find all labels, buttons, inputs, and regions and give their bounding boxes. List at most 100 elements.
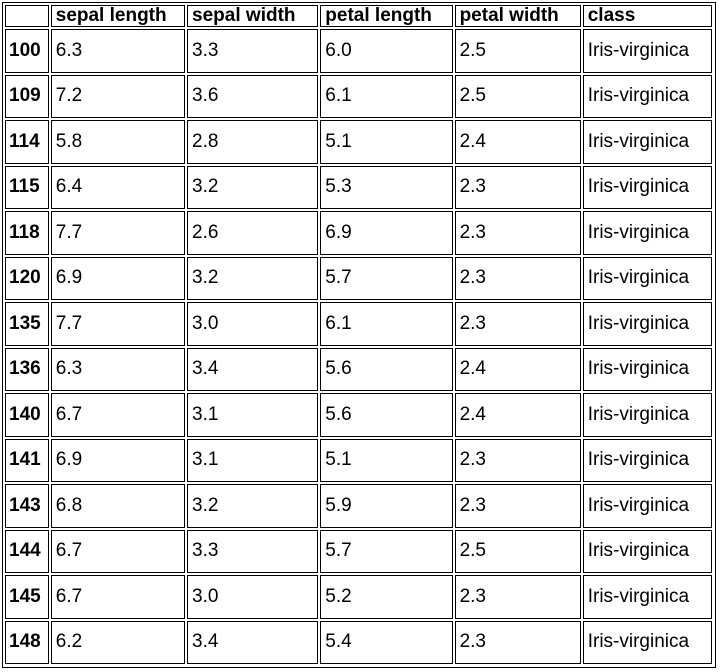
class-cell: Iris-virginica	[582, 347, 712, 391]
petal-width-cell: 2.3	[454, 620, 581, 664]
sepal-length-cell: 7.7	[50, 211, 186, 255]
petal-length-cell: 5.7	[320, 529, 453, 573]
column-header-class: class	[582, 5, 712, 27]
sepal-length-cell: 6.3	[50, 29, 186, 73]
column-header-petal-width: petal width	[454, 5, 581, 27]
sepal-width-cell: 2.6	[187, 211, 319, 255]
sepal-length-cell: 7.7	[50, 302, 186, 346]
class-cell: Iris-virginica	[582, 74, 712, 118]
petal-length-cell: 5.1	[320, 438, 453, 482]
row-index: 100	[5, 29, 49, 73]
sepal-length-cell: 6.8	[50, 484, 186, 528]
sepal-width-cell: 2.8	[187, 120, 319, 164]
table-row: 145 6.7 3.0 5.2 2.3 Iris-virginica	[5, 575, 712, 619]
table-row: 115 6.4 3.2 5.3 2.3 Iris-virginica	[5, 165, 712, 209]
petal-length-cell: 5.4	[320, 620, 453, 664]
row-index: 109	[5, 74, 49, 118]
row-index: 141	[5, 438, 49, 482]
petal-width-cell: 2.3	[454, 438, 581, 482]
class-cell: Iris-virginica	[582, 302, 712, 346]
sepal-width-cell: 3.4	[187, 620, 319, 664]
petal-length-cell: 6.1	[320, 302, 453, 346]
table-row: 136 6.3 3.4 5.6 2.4 Iris-virginica	[5, 347, 712, 391]
petal-width-cell: 2.3	[454, 256, 581, 300]
table-row: 118 7.7 2.6 6.9 2.3 Iris-virginica	[5, 211, 712, 255]
index-header	[5, 5, 49, 27]
row-index: 115	[5, 165, 49, 209]
class-cell: Iris-virginica	[582, 484, 712, 528]
petal-width-cell: 2.4	[454, 120, 581, 164]
class-cell: Iris-virginica	[582, 393, 712, 437]
sepal-length-cell: 5.8	[50, 120, 186, 164]
sepal-width-cell: 3.2	[187, 256, 319, 300]
sepal-width-cell: 3.4	[187, 347, 319, 391]
petal-width-cell: 2.3	[454, 211, 581, 255]
petal-length-cell: 6.0	[320, 29, 453, 73]
petal-length-cell: 5.6	[320, 393, 453, 437]
dataframe-table: sepal length sepal width petal length pe…	[3, 3, 714, 666]
class-cell: Iris-virginica	[582, 29, 712, 73]
row-index: 135	[5, 302, 49, 346]
row-index: 144	[5, 529, 49, 573]
table-row: 140 6.7 3.1 5.6 2.4 Iris-virginica	[5, 393, 712, 437]
sepal-length-cell: 6.3	[50, 347, 186, 391]
table-row: 143 6.8 3.2 5.9 2.3 Iris-virginica	[5, 484, 712, 528]
petal-width-cell: 2.3	[454, 575, 581, 619]
petal-width-cell: 2.3	[454, 484, 581, 528]
sepal-length-cell: 6.7	[50, 529, 186, 573]
petal-length-cell: 6.1	[320, 74, 453, 118]
table-row: 141 6.9 3.1 5.1 2.3 Iris-virginica	[5, 438, 712, 482]
row-index: 140	[5, 393, 49, 437]
petal-width-cell: 2.5	[454, 529, 581, 573]
petal-length-cell: 5.3	[320, 165, 453, 209]
class-cell: Iris-virginica	[582, 211, 712, 255]
class-cell: Iris-virginica	[582, 120, 712, 164]
sepal-width-cell: 3.2	[187, 484, 319, 528]
petal-length-cell: 5.1	[320, 120, 453, 164]
class-cell: Iris-virginica	[582, 575, 712, 619]
sepal-length-cell: 7.2	[50, 74, 186, 118]
class-cell: Iris-virginica	[582, 256, 712, 300]
row-index: 145	[5, 575, 49, 619]
petal-length-cell: 5.9	[320, 484, 453, 528]
petal-length-cell: 5.6	[320, 347, 453, 391]
table-row: 144 6.7 3.3 5.7 2.5 Iris-virginica	[5, 529, 712, 573]
sepal-length-cell: 6.7	[50, 393, 186, 437]
sepal-width-cell: 3.6	[187, 74, 319, 118]
row-index: 136	[5, 347, 49, 391]
petal-width-cell: 2.5	[454, 74, 581, 118]
petal-width-cell: 2.4	[454, 347, 581, 391]
row-index: 120	[5, 256, 49, 300]
petal-width-cell: 2.3	[454, 165, 581, 209]
column-header-sepal-length: sepal length	[50, 5, 186, 27]
class-cell: Iris-virginica	[582, 529, 712, 573]
sepal-width-cell: 3.3	[187, 29, 319, 73]
petal-width-cell: 2.4	[454, 393, 581, 437]
sepal-length-cell: 6.4	[50, 165, 186, 209]
petal-length-cell: 5.7	[320, 256, 453, 300]
sepal-length-cell: 6.9	[50, 438, 186, 482]
column-header-sepal-width: sepal width	[187, 5, 319, 27]
sepal-length-cell: 6.2	[50, 620, 186, 664]
table-row: 114 5.8 2.8 5.1 2.4 Iris-virginica	[5, 120, 712, 164]
table-row: 148 6.2 3.4 5.4 2.3 Iris-virginica	[5, 620, 712, 664]
petal-width-cell: 2.3	[454, 302, 581, 346]
sepal-width-cell: 3.1	[187, 393, 319, 437]
row-index: 143	[5, 484, 49, 528]
table-row: 109 7.2 3.6 6.1 2.5 Iris-virginica	[5, 74, 712, 118]
table-row: 120 6.9 3.2 5.7 2.3 Iris-virginica	[5, 256, 712, 300]
header-row: sepal length sepal width petal length pe…	[5, 5, 712, 27]
class-cell: Iris-virginica	[582, 620, 712, 664]
sepal-width-cell: 3.1	[187, 438, 319, 482]
class-cell: Iris-virginica	[582, 165, 712, 209]
petal-length-cell: 6.9	[320, 211, 453, 255]
row-index: 148	[5, 620, 49, 664]
table-header: sepal length sepal width petal length pe…	[5, 5, 712, 27]
row-index: 118	[5, 211, 49, 255]
petal-length-cell: 5.2	[320, 575, 453, 619]
row-index: 114	[5, 120, 49, 164]
sepal-width-cell: 3.0	[187, 575, 319, 619]
petal-width-cell: 2.5	[454, 29, 581, 73]
sepal-width-cell: 3.2	[187, 165, 319, 209]
